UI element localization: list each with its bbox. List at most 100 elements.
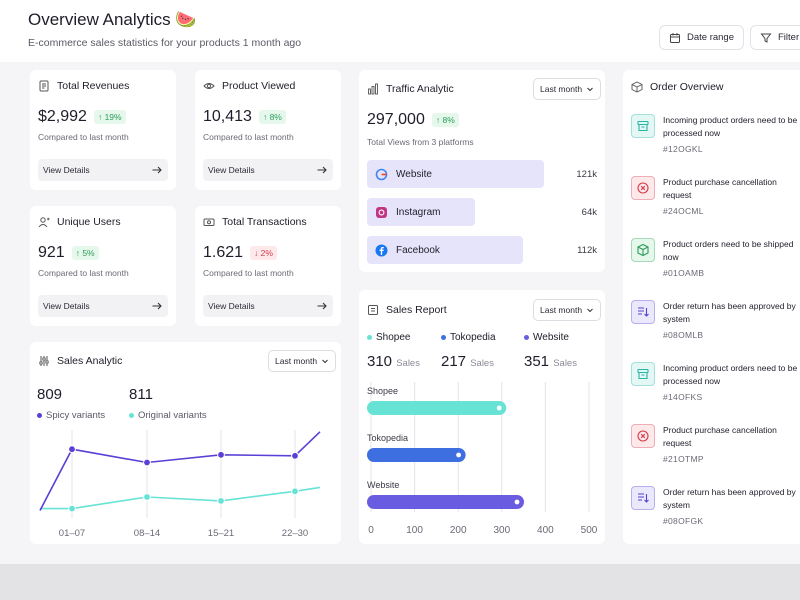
period-label: Last month <box>540 84 583 94</box>
traffic-analytic-title: Traffic Analytic <box>367 83 454 95</box>
platform-row-instagram[interactable]: Instagram 64k <box>367 198 597 226</box>
total-transactions-change: 2% <box>260 248 273 258</box>
cube-icon <box>631 81 643 93</box>
order-item-text: Product purchase cancellation request <box>663 177 777 200</box>
tokopedia-sales: 217 Sales <box>441 353 494 370</box>
unique-users-compare: Compared to last month <box>38 268 129 278</box>
view-details-label: View Details <box>208 165 255 175</box>
x-tick-label: 15–21 <box>208 528 234 539</box>
report-icon <box>368 305 378 315</box>
status-badge: ↑ 5% <box>71 246 99 260</box>
spicy-series-point <box>291 451 299 460</box>
sales-report-card: Sales Report Last month Shopee Tokopedia… <box>359 290 605 544</box>
cancel-circle-icon <box>631 424 655 448</box>
bar-category-label: Website <box>367 480 399 490</box>
order-item[interactable]: Product orders need to be shipped now #01… <box>631 238 800 298</box>
product-viewed-card: Product Viewed 10,413 ↑ 8% Compared to l… <box>195 70 341 190</box>
order-item-text: Incoming product orders need to be proce… <box>663 115 798 138</box>
box-icon <box>631 238 655 262</box>
spicy-total: 809 <box>37 386 63 403</box>
period-label: Last month <box>540 305 583 315</box>
order-item[interactable]: Product purchase cancellation request #21… <box>631 424 800 484</box>
traffic-period-dropdown[interactable]: Last month <box>533 78 602 100</box>
facebook-icon <box>375 244 388 257</box>
platform-label: Facebook <box>375 244 440 257</box>
unique-users-view-details-button[interactable]: View Details <box>38 295 168 317</box>
sales-report-period-dropdown[interactable]: Last month <box>533 299 602 321</box>
bar-chart-icon <box>368 83 378 95</box>
traffic-change: 8% <box>442 115 455 125</box>
cancel-circle-icon <box>631 176 655 200</box>
x-tick-label: 0 <box>368 525 374 536</box>
total-revenues-title: Total Revenues <box>38 80 129 92</box>
order-item[interactable]: Incoming product orders need to be proce… <box>631 114 800 174</box>
platform-name: Instagram <box>396 207 441 218</box>
sales-report-label: Sales Report <box>386 304 447 316</box>
bar-end-dot <box>514 499 520 505</box>
original-legend-dot <box>129 412 134 418</box>
original-series-point <box>217 497 225 505</box>
status-badge: ↓ 2% <box>250 246 277 260</box>
return-list-icon <box>631 300 655 324</box>
total-revenues-change: 19% <box>104 112 122 122</box>
status-badge: ↑ 8% <box>258 110 286 124</box>
platform-label: Instagram <box>375 206 440 219</box>
sales-word: Sales <box>553 358 577 369</box>
arrow-right-icon <box>152 166 162 174</box>
tokopedia-sales-value: 217 <box>441 353 467 370</box>
website-legend: Website <box>524 332 569 343</box>
unique-users-title: Unique Users <box>38 216 121 228</box>
platform-row-website[interactable]: Website 121k <box>367 160 597 188</box>
traffic-analytic-card: Traffic Analytic Last month 297,000 ↑ 8%… <box>359 70 605 272</box>
order-item-code: #01OAMB <box>663 268 705 278</box>
traffic-caption: Total Views from 3 platforms <box>367 137 474 147</box>
total-transactions-view-details-button[interactable]: View Details <box>203 295 333 317</box>
x-tick-label: 500 <box>581 525 598 536</box>
platform-row-facebook[interactable]: Facebook 112k <box>367 236 597 264</box>
sales-bar-chart: 0 100 200 300 400 500 Shopee Tokopedia Website <box>367 382 598 536</box>
google-icon <box>375 168 388 181</box>
sales-analytic-period-dropdown[interactable]: Last month <box>268 350 337 372</box>
platform-value: 112k <box>577 245 597 256</box>
sliders-icon <box>39 356 49 366</box>
view-details-label: View Details <box>43 165 90 175</box>
original-legend: Original variants <box>129 410 207 421</box>
sales-analytic-card: Sales Analytic Last month 809 811 Spicy … <box>30 342 341 544</box>
chevron-down-icon <box>587 87 593 92</box>
tokopedia-legend-label: Tokopedia <box>450 332 496 343</box>
x-tick-label: 01–07 <box>59 528 85 539</box>
bar-end-dot <box>496 405 502 411</box>
order-item-text: Product orders need to be shipped now <box>663 239 794 262</box>
platform-value: 64k <box>581 207 597 218</box>
chevron-down-icon <box>322 359 328 364</box>
filter-button[interactable]: Filter <box>750 25 800 50</box>
order-item-text: Incoming product orders need to be proce… <box>663 363 798 386</box>
chevron-down-icon <box>587 308 593 313</box>
original-series-line <box>40 486 321 510</box>
product-viewed-change: 8% <box>269 112 282 122</box>
x-tick-label: 400 <box>537 525 554 536</box>
order-item[interactable]: Order return has been approved by system… <box>631 300 800 360</box>
date-range-button[interactable]: Date range <box>659 25 745 50</box>
order-item[interactable]: Product purchase cancellation request #24… <box>631 176 800 236</box>
total-transactions-title: Total Transactions <box>203 216 307 228</box>
product-viewed-label: Product Viewed <box>222 80 296 92</box>
order-item[interactable]: Order return has been approved by system… <box>631 486 800 546</box>
eye-icon <box>203 83 215 89</box>
spicy-legend: Spicy variants <box>37 410 105 421</box>
x-tick-label: 08–14 <box>134 528 160 539</box>
total-revenues-value: $2,992 <box>38 108 87 125</box>
shopee-legend-label: Shopee <box>376 332 411 343</box>
product-viewed-view-details-button[interactable]: View Details <box>203 159 333 181</box>
arrow-right-icon <box>152 302 162 310</box>
x-tick-label: 100 <box>406 525 423 536</box>
order-item[interactable]: Incoming product orders need to be proce… <box>631 362 800 422</box>
original-total: 811 <box>129 386 153 403</box>
unique-users-label: Unique Users <box>57 216 121 228</box>
calendar-icon <box>670 32 680 43</box>
total-revenues-view-details-button[interactable]: View Details <box>38 159 168 181</box>
tokopedia-legend: Tokopedia <box>441 332 496 343</box>
original-series-point <box>291 487 299 496</box>
total-revenues-card: Total Revenues $2,992 ↑ 19% Compared to … <box>30 70 176 190</box>
original-series-point <box>143 493 151 501</box>
